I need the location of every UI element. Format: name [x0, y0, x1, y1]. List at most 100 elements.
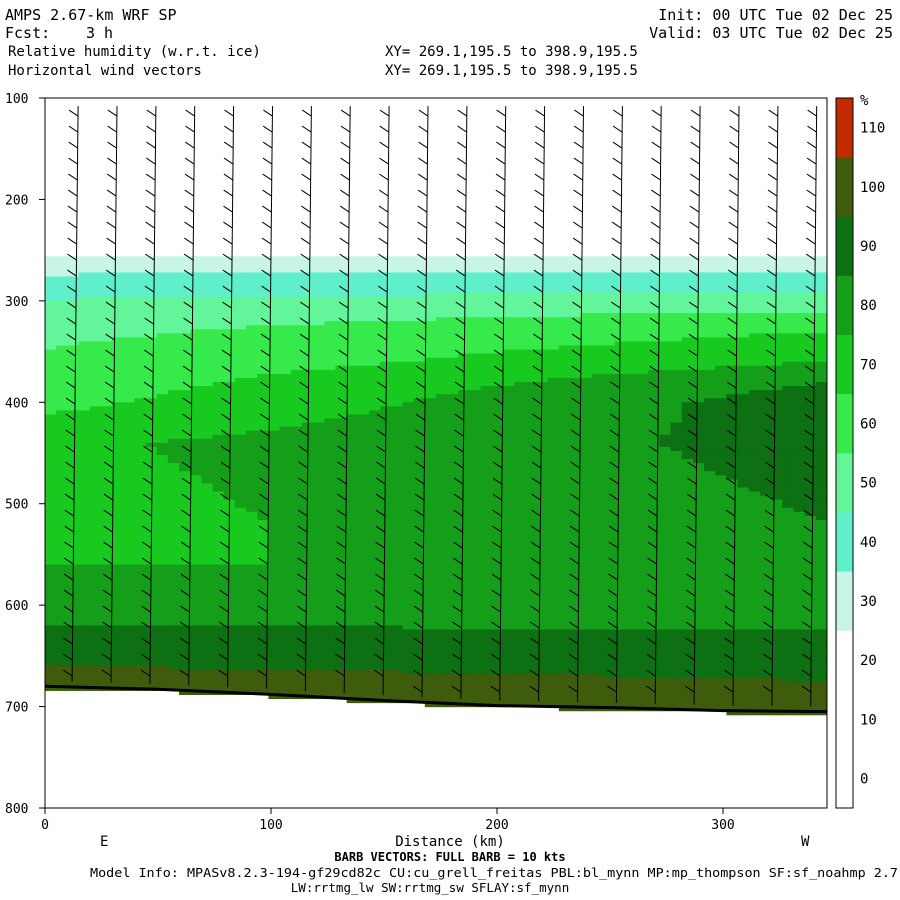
rh-cell [346, 394, 359, 399]
rh-cell [503, 308, 515, 314]
rh-cell [279, 588, 292, 594]
rh-cell [491, 308, 504, 314]
rh-cell [257, 649, 270, 655]
rh-cell [134, 629, 147, 635]
rh-cell [313, 325, 325, 330]
rh-cell [56, 414, 68, 420]
rh-cell [234, 532, 247, 537]
rh-cell [447, 410, 459, 416]
rh-cell [279, 613, 292, 618]
rh-cell [436, 682, 448, 687]
rh-cell [201, 528, 214, 533]
rh-cell [45, 455, 57, 460]
rh-cell [436, 317, 448, 322]
rh-cell [324, 369, 337, 375]
rh-cell [179, 592, 191, 598]
rh-cell [335, 597, 348, 602]
rh-cell [201, 479, 214, 485]
rh-cell [257, 564, 270, 570]
rh-cell [525, 666, 538, 671]
rh-cell [313, 313, 325, 318]
rh-cell [402, 414, 415, 420]
rh-cell [268, 272, 281, 278]
rh-cell [290, 325, 303, 330]
rh-cell [89, 532, 102, 537]
rh-cell [268, 361, 281, 367]
rh-cell [223, 353, 236, 359]
rh-cell [100, 580, 113, 586]
rh-cell [223, 621, 236, 627]
rh-cell [503, 584, 515, 590]
rh-cell [514, 308, 526, 314]
rh-cell [100, 682, 113, 687]
rh-cell [201, 304, 214, 310]
rh-cell [536, 377, 549, 383]
rh-cell [212, 568, 225, 574]
rh-cell [100, 657, 113, 663]
rh-cell [56, 300, 68, 306]
rh-cell [301, 313, 314, 318]
rh-cell [536, 560, 549, 566]
rh-cell [469, 661, 482, 667]
rh-cell [123, 276, 135, 282]
rh-cell [56, 564, 68, 570]
rh-cell [402, 450, 415, 456]
rh-cell [313, 519, 325, 525]
rh-cell [290, 308, 303, 314]
rh-cell [447, 682, 459, 687]
rh-cell [234, 438, 247, 444]
rh-cell [503, 641, 515, 647]
rh-cell [324, 613, 337, 618]
rh-cell [469, 272, 482, 278]
rh-cell [201, 321, 214, 326]
rh-cell [503, 365, 515, 371]
rh-cell [156, 450, 169, 456]
rh-cell [380, 653, 392, 659]
rh-cell [279, 491, 292, 497]
rh-cell [78, 353, 91, 359]
rh-cell [45, 576, 57, 582]
rh-cell [514, 625, 526, 631]
rh-cell [112, 349, 124, 355]
rh-cell [547, 402, 560, 407]
rh-cell [368, 455, 381, 460]
rh-cell [45, 487, 57, 493]
rh-cell [525, 414, 538, 420]
rh-cell [56, 345, 68, 351]
rh-cell [424, 353, 437, 359]
rh-cell [179, 475, 191, 480]
rh-cell [503, 426, 515, 432]
rh-cell [547, 560, 560, 566]
rh-cell [402, 382, 415, 387]
rh-cell [391, 483, 404, 489]
rh-cell [402, 568, 415, 574]
rh-cell [56, 450, 68, 456]
rh-cell [514, 321, 526, 326]
rh-cell [234, 467, 247, 472]
rh-cell [134, 345, 147, 351]
rh-cell [391, 382, 404, 387]
rh-cell [458, 653, 471, 659]
rh-cell [223, 633, 236, 639]
rh-cell [89, 597, 102, 602]
rh-cell [212, 426, 225, 432]
rh-cell [503, 386, 515, 391]
rh-cell [313, 682, 325, 687]
rh-cell [391, 406, 404, 411]
rh-cell [391, 268, 404, 274]
rh-cell [223, 280, 236, 286]
rh-cell [380, 503, 392, 509]
rh-cell [234, 613, 247, 618]
rh-cell [547, 280, 560, 286]
rh-cell [480, 511, 493, 517]
rh-cell [391, 434, 404, 440]
rh-cell [179, 321, 191, 326]
rh-cell [447, 475, 459, 480]
rh-cell [335, 272, 348, 278]
rh-cell [447, 467, 459, 472]
rh-cell [134, 609, 147, 614]
rh-cell [491, 499, 504, 505]
rh-cell [290, 487, 303, 493]
rh-cell [491, 426, 504, 432]
rh-cell [67, 260, 80, 265]
